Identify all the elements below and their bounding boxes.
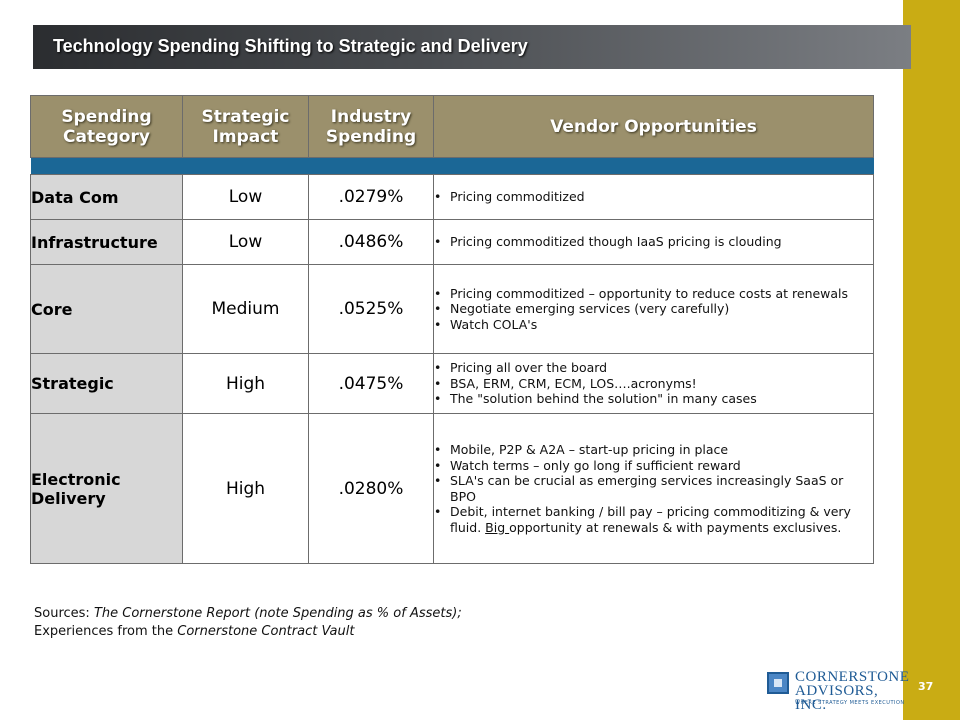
row-category: Electronic Delivery xyxy=(30,413,183,564)
header-impact-line1: Strategic xyxy=(201,106,290,127)
row-impact: Medium xyxy=(182,264,309,354)
header-vendor-opportunities: Vendor Opportunities xyxy=(433,95,874,158)
bullet-item: Pricing commoditized though IaaS pricing… xyxy=(434,234,873,250)
row-vendor-opportunities: Mobile, P2P & A2A – start-up pricing in … xyxy=(433,413,874,564)
logo-line-1: CORNERSTONE xyxy=(795,669,910,685)
header-spending-line1: Industry xyxy=(330,106,412,127)
row-vendor-opportunities: Pricing commoditized though IaaS pricing… xyxy=(433,219,874,265)
row-category: Data Com xyxy=(30,174,183,220)
sources-report-title: The Cornerstone Report (note Spending as… xyxy=(93,606,462,621)
logo-wordmark: CORNERSTONE ADVISORS, INC. xyxy=(795,669,910,713)
row-impact: High xyxy=(182,413,309,564)
table-row: Infrastructure Low .0486% Pricing commod… xyxy=(30,219,874,265)
row-spending: .0486% xyxy=(308,219,434,265)
bullet-list: Pricing commoditized though IaaS pricing… xyxy=(434,234,873,250)
header-separator-row xyxy=(30,157,874,175)
row-impact: Low xyxy=(182,219,309,265)
header-strategic-impact: Strategic Impact xyxy=(182,95,309,158)
bullet-item: Pricing commoditized xyxy=(434,189,873,205)
bullet-item: Pricing commoditized – opportunity to re… xyxy=(434,286,873,302)
bullet-item: Debit, internet banking / bill pay – pri… xyxy=(434,504,873,535)
bullet-item: Negotiate emerging services (very carefu… xyxy=(434,301,873,317)
row-spending: .0280% xyxy=(308,413,434,564)
header-category-line1: Spending xyxy=(61,106,152,127)
sources-note: Sources: The Cornerstone Report (note Sp… xyxy=(34,605,462,641)
page-number: 37 xyxy=(918,680,934,693)
row-impact: Low xyxy=(182,174,309,220)
bullet-item: Watch COLA's xyxy=(434,317,873,333)
row-spending: .0279% xyxy=(308,174,434,220)
bullet-list: Pricing commoditized xyxy=(434,189,873,205)
sources-line-1: Sources: The Cornerstone Report (note Sp… xyxy=(34,605,462,623)
row-impact: High xyxy=(182,353,309,414)
row-spending: .0525% xyxy=(308,264,434,354)
sources-line-2: Experiences from the Cornerstone Contrac… xyxy=(34,623,462,641)
bullet-text-after: opportunity at renewals & with payments … xyxy=(509,519,842,535)
table-row: Core Medium .0525% Pricing commoditized … xyxy=(30,264,874,354)
sources-label: Sources: xyxy=(34,606,94,621)
table-row: Data Com Low .0279% Pricing commoditized xyxy=(30,174,874,220)
header-spending-category: Spending Category xyxy=(30,95,183,158)
bullet-list: Pricing all over the board BSA, ERM, CRM… xyxy=(434,360,873,407)
header-category-line2: Category xyxy=(63,126,150,147)
row-spending: .0475% xyxy=(308,353,434,414)
header-industry-spending: Industry Spending xyxy=(308,95,434,158)
spending-table: Spending Category Strategic Impact Indus… xyxy=(30,95,874,564)
bullet-item: SLA's can be crucial as emerging service… xyxy=(434,473,873,504)
row-category: Strategic xyxy=(30,353,183,414)
bullet-text-before: Debit, internet banking / bill pay – pri… xyxy=(450,504,851,535)
bullet-item: The "solution behind the solution" in ma… xyxy=(434,391,873,407)
cornerstone-square-logo-icon xyxy=(767,672,789,694)
title-bar: Technology Spending Shifting to Strategi… xyxy=(33,25,911,69)
header-spending-line2: Spending xyxy=(325,126,417,147)
sources-vault-title: Cornerstone Contract Vault xyxy=(177,624,355,639)
table-row: Electronic Delivery High .0280% Mobile, … xyxy=(30,413,874,564)
bullet-item: BSA, ERM, CRM, ECM, LOS….acronyms! xyxy=(434,376,873,392)
row-vendor-opportunities: Pricing all over the board BSA, ERM, CRM… xyxy=(433,353,874,414)
row-vendor-opportunities: Pricing commoditized – opportunity to re… xyxy=(433,264,874,354)
logo-tagline: WHERE STRATEGY MEETS EXECUTION xyxy=(795,700,905,706)
slide-title: Technology Spending Shifting to Strategi… xyxy=(53,36,528,56)
bullet-list: Pricing commoditized – opportunity to re… xyxy=(434,286,873,333)
header-impact-line2: Impact xyxy=(212,126,279,147)
row-category: Infrastructure xyxy=(30,219,183,265)
row-vendor-opportunities: Pricing commoditized xyxy=(433,174,874,220)
bullet-underlined-text: Big xyxy=(485,519,510,535)
bullet-item: Mobile, P2P & A2A – start-up pricing in … xyxy=(434,442,873,458)
row-category: Core xyxy=(30,264,183,354)
table-header-row: Spending Category Strategic Impact Indus… xyxy=(30,95,874,158)
bullet-item: Pricing all over the board xyxy=(434,360,873,376)
bullet-list: Mobile, P2P & A2A – start-up pricing in … xyxy=(434,442,873,535)
bullet-item: Watch terms – only go long if sufficient… xyxy=(434,458,873,474)
logo-line-2: ADVISORS, INC. xyxy=(795,683,879,713)
cornerstone-logo: CORNERSTONE ADVISORS, INC. WHERE STRATEG… xyxy=(767,670,909,713)
table-row: Strategic High .0475% Pricing all over t… xyxy=(30,353,874,414)
sources-experiences-label: Experiences from the xyxy=(34,624,178,639)
right-accent-bar xyxy=(903,0,960,720)
